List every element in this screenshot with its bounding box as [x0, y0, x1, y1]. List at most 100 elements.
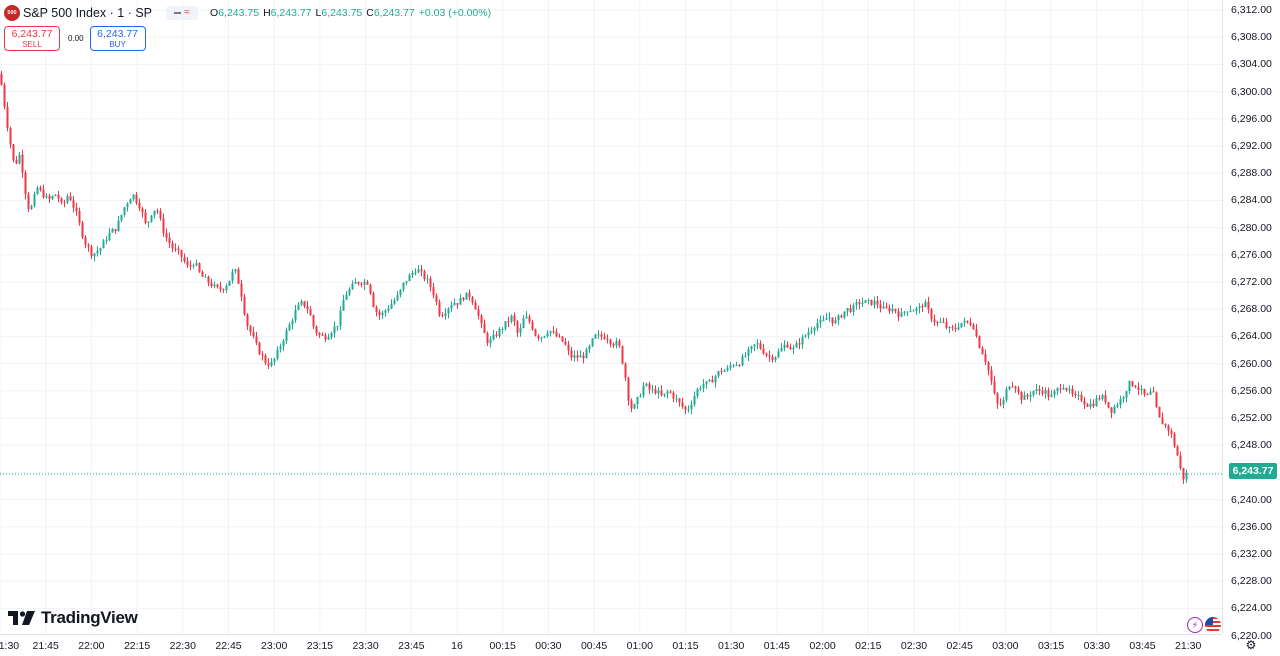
candle-body: [1083, 400, 1086, 405]
candle-body: [546, 333, 549, 337]
candle-body: [570, 350, 573, 358]
candle-body: [810, 330, 813, 333]
candle-body: [1086, 404, 1089, 407]
brand-name: TradingView: [41, 608, 138, 627]
time-tick-label: 01:45: [763, 640, 791, 652]
candle-body: [699, 388, 702, 390]
candle-body: [90, 246, 93, 257]
candle-body: [780, 347, 783, 352]
candle-body: [861, 302, 864, 304]
candle-body: [984, 354, 987, 363]
candle-body: [372, 293, 375, 308]
time-tick-label: 01:30: [718, 640, 745, 652]
candle-body: [693, 395, 696, 405]
symbol-title[interactable]: S&P 500 Index · 1 · SP: [23, 6, 153, 20]
flash-icon[interactable]: ⚡: [1187, 617, 1203, 633]
candle-body: [729, 365, 732, 368]
candle-body: [471, 297, 474, 303]
compare-icon[interactable]: ≈: [166, 6, 199, 20]
candle-body: [216, 284, 219, 287]
sell-button[interactable]: 6,243.77 SELL: [4, 26, 60, 51]
price-tick-label: 6,300.00: [1231, 85, 1272, 98]
candle-body: [756, 343, 759, 345]
time-tick-label: 21:30: [0, 640, 20, 652]
trade-buttons: 6,243.77 SELL 0.00 6,243.77 BUY: [4, 26, 146, 51]
candle-body: [219, 286, 222, 290]
candle-body: [1023, 394, 1026, 400]
spread-value: 0.00: [68, 34, 84, 43]
candle-body: [885, 306, 888, 308]
candle-body: [63, 202, 66, 204]
candle-body: [639, 395, 642, 397]
candle-body: [378, 312, 381, 316]
candle-body: [60, 198, 63, 203]
candle-body: [969, 322, 972, 325]
time-tick-label: 03:45: [1129, 640, 1156, 652]
candle-body: [585, 349, 588, 359]
time-axis[interactable]: 21:30 21:45 22:00 22:15 22:30 22:45 23:00 23:15…: [0, 634, 1222, 656]
candle-body: [849, 307, 852, 312]
candle-body: [732, 365, 735, 367]
candle-body: [669, 391, 672, 393]
time-tick-label: 03:15: [1037, 640, 1065, 652]
candle-body: [93, 253, 96, 257]
candle-body: [720, 371, 723, 373]
candle-body: [234, 269, 237, 272]
tradingview-logo[interactable]: TradingView: [8, 608, 138, 628]
candle-body: [792, 347, 795, 350]
candle-body: [873, 300, 876, 305]
candle-body: [399, 289, 402, 296]
candle-body: [486, 333, 489, 344]
candle-body: [1002, 399, 1005, 405]
candle-body: [1185, 472, 1188, 480]
candle-body: [897, 311, 900, 317]
buy-button[interactable]: 6,243.77 BUY: [89, 26, 146, 51]
candle-body: [945, 322, 948, 329]
price-tick-label: 6,236.00: [1231, 520, 1272, 533]
candle-body: [300, 301, 303, 305]
time-tick-label: 22:45: [215, 640, 242, 652]
candle-body: [213, 284, 216, 287]
candle-body: [624, 363, 627, 378]
candle-body: [921, 306, 924, 308]
candle-body: [1008, 386, 1011, 390]
candle-body: [318, 333, 321, 335]
candle-body: [1161, 417, 1164, 425]
candle-body: [909, 310, 912, 312]
candle-body: [1041, 390, 1044, 394]
candle-body: [714, 376, 717, 383]
candle-body: [774, 357, 777, 360]
candle-body: [999, 403, 1002, 405]
price-axis[interactable]: 6,312.00 6,308.00 6,304.00 6,300.00 6,296.00…: [1222, 0, 1280, 642]
candle-body: [348, 289, 351, 295]
candle-body: [516, 321, 519, 333]
candlestick-chart[interactable]: [0, 0, 1222, 634]
candle-body: [615, 340, 618, 346]
candle-body: [1065, 387, 1068, 391]
candle-body: [663, 393, 666, 396]
candle-body: [684, 406, 687, 410]
candle-body: [18, 154, 21, 164]
sell-price: 6,243.77: [11, 28, 53, 40]
settings-icon[interactable]: ⚙: [1245, 638, 1257, 652]
candle-body: [603, 336, 606, 339]
candle-body: [1089, 403, 1092, 407]
candle-body: [1020, 392, 1023, 400]
candle-body: [102, 240, 105, 249]
candle-body: [192, 265, 195, 267]
symbol-badge-icon[interactable]: 500: [4, 5, 20, 21]
candle-body: [243, 296, 246, 315]
candle-body: [507, 321, 510, 323]
candle-body: [987, 362, 990, 371]
candle-body: [642, 385, 645, 396]
candle-body: [681, 402, 684, 407]
us-flag-icon[interactable]: [1205, 617, 1221, 633]
candle-body: [552, 331, 555, 333]
price-tick-label: 6,260.00: [1231, 357, 1272, 370]
candle-body: [777, 351, 780, 358]
candle-body: [210, 282, 213, 287]
candle-body: [480, 315, 483, 324]
candle-body: [966, 320, 969, 323]
chart-pane[interactable]: [0, 0, 1222, 634]
candle-body: [225, 285, 228, 291]
